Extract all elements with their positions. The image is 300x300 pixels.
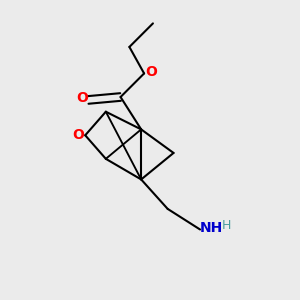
Text: O: O xyxy=(146,65,158,79)
Text: NH: NH xyxy=(200,221,223,235)
Text: O: O xyxy=(76,92,88,106)
Text: H: H xyxy=(222,219,232,232)
Text: O: O xyxy=(72,128,84,142)
